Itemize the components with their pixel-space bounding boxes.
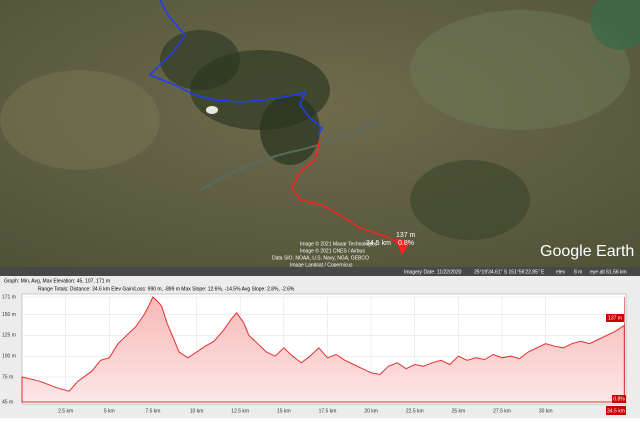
elev-label: elev [556,269,566,275]
profile-summary: Graph: Min, Avg, Max Elevation: 45, 107,… [4,278,110,284]
profile-totals: Range Totals: Distance: 34.6 km Elev Gai… [38,286,295,292]
cursor-distance: 34.5 km [366,240,391,247]
cursor-distance: 34.5 km [607,408,625,414]
imagery-date: Imagery Date: 11/22/2020 [404,269,462,275]
attribution: Image Landsat / Copernicus [290,262,353,268]
x-tick-label: 12.5 km [231,408,249,414]
y-tick-label: 100 m [2,353,16,359]
x-tick-label: 30 km [539,408,553,414]
x-tick-label: 17.5 km [319,408,337,414]
cursor-box [606,406,626,415]
attribution: Image © 2021 Maxar Technologies [300,240,378,247]
eye-alt: eye alt 61.56 km [590,269,627,275]
x-tick-label: 2.5 km [58,408,73,414]
cursor-elevation: 137 m [396,232,416,239]
attribution: Image © 2021 CNES / Airbus [300,247,365,254]
x-tick-label: 20 km [364,408,378,414]
elev: 8 m [574,269,582,275]
y-tick-label: 75 m [2,374,13,380]
y-tick-label: 45 m [2,399,13,405]
satellite-view[interactable]: Image © 2021 Maxar Technologies Image © … [0,0,640,268]
attribution: Data SIO, NOAA, U.S. Navy, NGA, GEBCO [272,255,369,261]
cursor-box [612,395,626,403]
x-tick-label: 27.5 km [493,408,511,414]
cursor-slope: 0.8% [398,240,414,247]
google-earth-logo: Google Earth [540,243,634,260]
status-bar: Imagery Date: 11/22/2020 25°19'34.61" S … [0,267,640,276]
cursor-elevation: 137 m [608,315,622,321]
elevation-area [21,296,625,403]
x-tick-label: 15 km [277,408,291,414]
cursor-slope: 0.8% [613,396,625,402]
cursor-box [606,314,624,322]
x-tick-label: 22.5 km [406,408,424,414]
coordinates: 25°19'34.61" S 151°56'22.85" E [474,269,545,275]
y-tick-label: 150 m [2,312,16,318]
x-tick-label: 5 km [104,408,115,414]
x-tick-label: 25 km [452,408,466,414]
y-tick-label: 125 m [2,333,16,339]
x-tick-label: 7.5 km [145,408,160,414]
y-tick-label: 171 m [2,294,16,300]
x-tick-label: 10 km [190,408,204,414]
